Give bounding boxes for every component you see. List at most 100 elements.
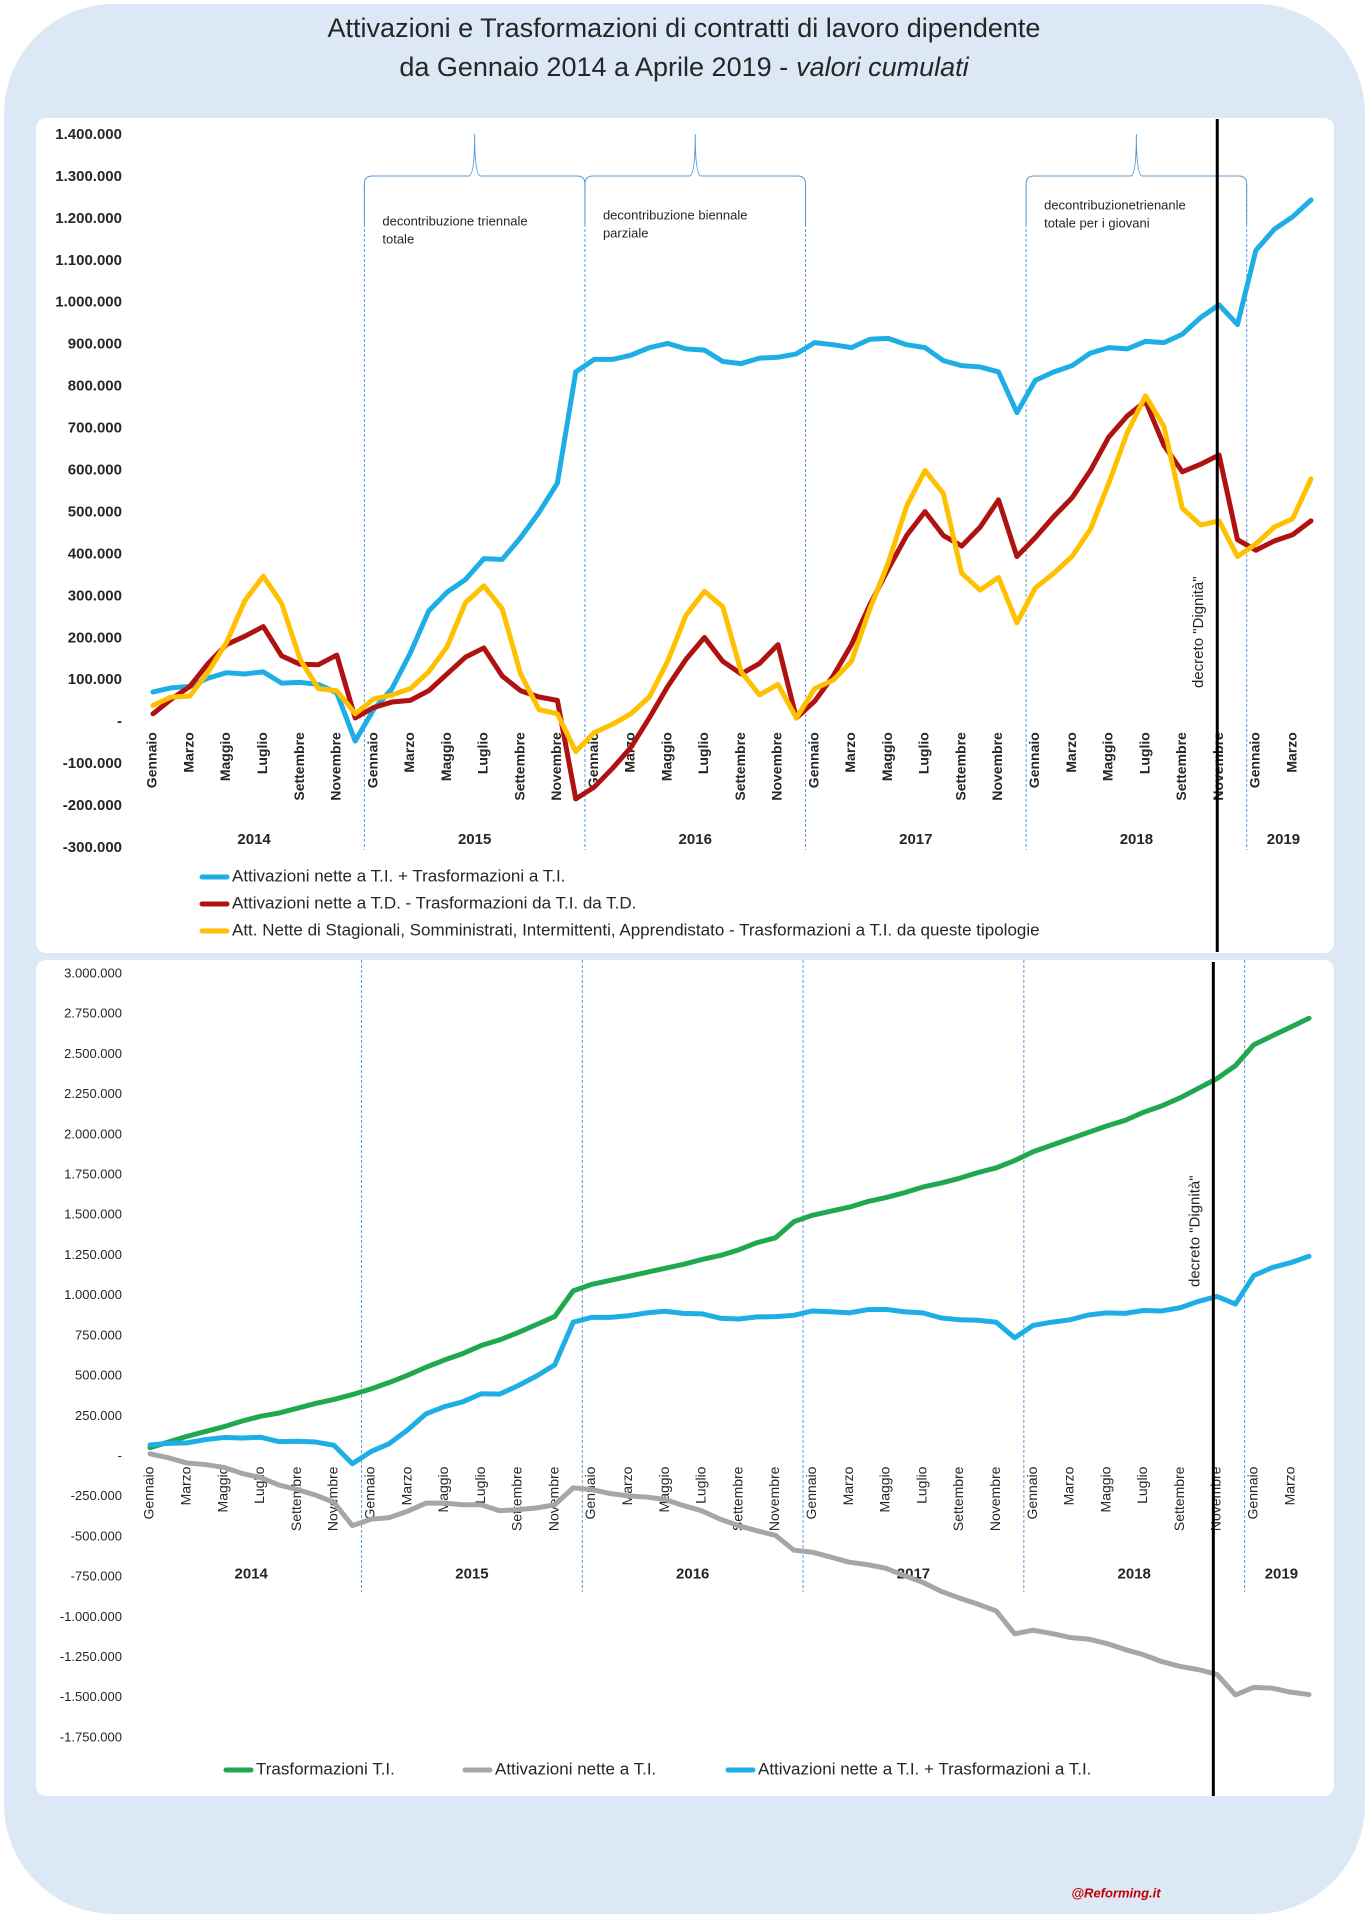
y-tick-label: 900.000 [68,336,122,353]
x-tick-label: Gennaio [1245,1466,1261,1519]
x-tick-label: Novembre [548,732,564,801]
x-tick-label: Settembre [509,1466,525,1531]
y-tick-label: 3.000.000 [64,965,122,980]
x-tick-label: Novembre [1208,1466,1224,1531]
y-tick-label: 1.400.000 [55,126,122,143]
y-tick-label: 2.250.000 [64,1086,122,1101]
y-tick-label: - [117,713,122,730]
bracket [363,133,586,224]
x-tick-label: Maggio [1097,1466,1113,1512]
y-tick-label: 300.000 [68,587,122,604]
x-tick-label: Maggio [217,732,233,781]
x-tick-label: Marzo [619,1466,635,1505]
bracket [1025,133,1248,224]
x-tick-label: Maggio [879,732,895,781]
x-tick-label: Marzo [398,1466,414,1505]
legend-label: Trasformazioni T.I. [256,1759,395,1778]
legend-label: Attivazioni nette a T.I. [495,1759,656,1778]
y-tick-label: 1.500.000 [64,1207,122,1222]
y-tick-label: -250.000 [71,1488,122,1503]
x-tick-label: Maggio [877,1466,893,1512]
x-tick-label: Gennaio [364,732,380,788]
title-line-2: da Gennaio 2014 a Aprile 2019 - valori cu… [399,52,969,82]
y-tick-label: 100.000 [68,671,122,688]
y-tick-label: 1.300.000 [55,168,122,185]
x-tick-label: Luglio [1134,1466,1150,1504]
y-tick-label: 1.750.000 [64,1166,122,1181]
x-tick-label: Settembre [732,732,748,801]
y-tick-label: 500.000 [75,1368,122,1383]
x-tick-label: Marzo [1063,732,1079,772]
bracket [584,133,807,224]
x-tick-label: Marzo [840,1466,856,1505]
x-tick-label: Luglio [475,732,491,774]
x-tick-label: Settembre [1171,1466,1187,1531]
title-line-1: Attivazioni e Trasformazioni di contratt… [328,13,1041,43]
y-tick-label: -200.000 [63,797,122,814]
x-tick-label: Luglio [693,1466,709,1504]
year-label: 2015 [458,831,491,848]
x-tick-label: Novembre [769,732,785,801]
annotation-text: decontribuzione triennale [382,213,527,228]
y-tick-label: -1.750.000 [60,1729,122,1744]
year-label: 2014 [237,831,271,848]
series-line [150,197,1314,744]
y-tick-label: 2.750.000 [64,1006,122,1021]
x-tick-label: Novembre [987,1466,1003,1531]
footer: @Reforming.it [1071,1885,1161,1900]
title-line-2-text: da Gennaio 2014 a Aprile 2019 - [399,52,788,82]
y-tick-label: -1.000.000 [60,1609,122,1624]
year-label: 2014 [234,1565,268,1582]
year-label: 2018 [1120,831,1153,848]
x-tick-label: Maggio [656,1466,672,1512]
x-tick-label: Gennaio [805,732,821,788]
series-line [150,393,1314,755]
x-tick-label: Marzo [1281,1466,1297,1505]
year-label: 2017 [899,831,932,848]
x-tick-label: Marzo [842,732,858,772]
y-tick-label: -500.000 [71,1528,122,1543]
y-tick-label: -300.000 [63,839,122,856]
x-tick-label: Settembre [950,1466,966,1531]
year-label: 2016 [679,831,712,848]
y-tick-label: -1.500.000 [60,1689,122,1704]
y-tick-label: 800.000 [68,378,122,395]
legend-label: Att. Nette di Stagionali, Somministrati,… [232,920,1040,939]
x-tick-label: Novembre [766,1466,782,1531]
x-tick-label: Luglio [913,1466,929,1504]
x-tick-label: Luglio [695,732,711,774]
decree-label: decreto "Dignità" [1190,576,1207,688]
x-tick-label: Settembre [291,732,307,801]
x-tick-label: Luglio [916,732,932,774]
annotation-text: decontribuzionetrienanle [1044,197,1186,212]
year-label: 2019 [1267,831,1300,848]
panel-bottom [36,960,1334,1796]
x-tick-label: Settembre [1173,732,1189,801]
x-tick-label: Settembre [952,732,968,801]
series-line [147,1253,1312,1467]
x-tick-label: Luglio [1136,732,1152,774]
x-tick-label: Luglio [472,1466,488,1504]
y-tick-label: 200.000 [68,629,122,646]
x-tick-label: Luglio [254,732,270,774]
x-tick-label: Luglio [251,1466,267,1504]
y-tick-label: 750.000 [75,1327,122,1342]
title-italic: valori cumulati [796,52,970,82]
x-tick-label: Gennaio [144,732,160,788]
year-label: 2015 [455,1565,488,1582]
y-tick-label: 250.000 [75,1408,122,1423]
x-tick-label: Gennaio [585,732,601,788]
y-tick-label: -750.000 [71,1569,122,1584]
x-tick-label: Marzo [1061,1466,1077,1505]
legend-label: Attivazioni nette a T.D. - Trasformazion… [232,893,636,912]
x-tick-label: Marzo [1283,732,1299,772]
x-tick-label: Maggio [658,732,674,781]
x-tick-label: Maggio [214,1466,230,1512]
series-line [150,398,1314,802]
chart: 1.400.000 1.300.000 1.200.000 1.100.000 1.00… [55,119,1314,952]
x-tick-label: Marzo [180,732,196,772]
y-tick-label: 1.100.000 [55,252,122,269]
x-tick-label: Marzo [177,1466,193,1505]
x-tick-label: Settembre [729,1466,745,1531]
annotation-text: parziale [603,225,649,240]
